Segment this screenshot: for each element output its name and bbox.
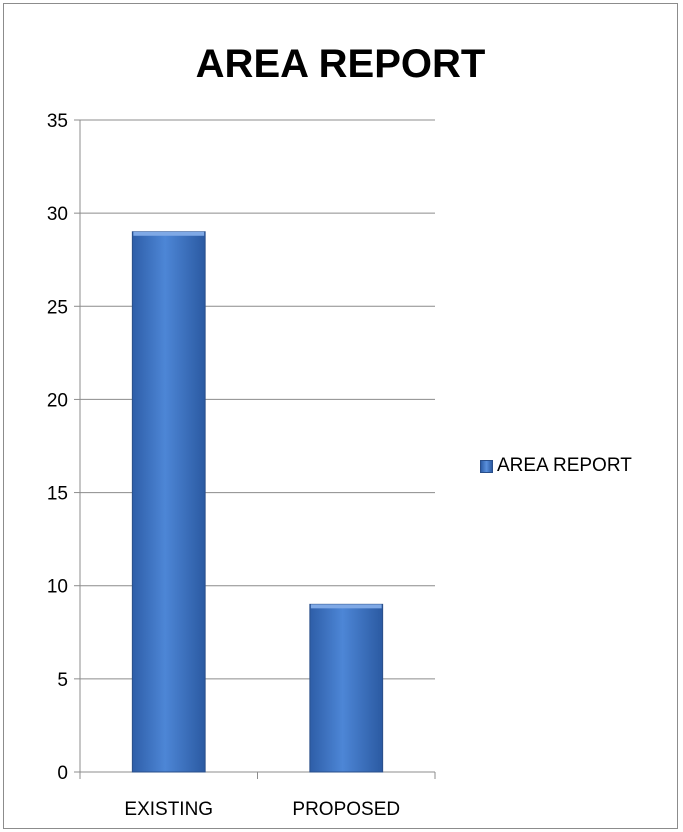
legend-swatch: [480, 459, 493, 473]
bar-top-highlight-existing: [133, 231, 205, 236]
bar-existing: [131, 231, 206, 773]
y-tick-label-30: 30: [47, 204, 68, 225]
tick-labels: 0 5 10 15 20 25 30 35 EXISTING PROPOSED: [47, 111, 400, 820]
legend: AREA REPORT: [480, 455, 632, 477]
x-tick-label-existing: EXISTING: [124, 799, 213, 820]
y-tick-label-15: 15: [47, 484, 68, 505]
y-tick-label-0: 0: [57, 763, 68, 784]
y-tick-label-5: 5: [57, 670, 68, 691]
bars: [131, 231, 384, 773]
y-tick-label-35: 35: [47, 111, 68, 132]
y-tick-label-10: 10: [47, 577, 68, 598]
y-tick-label-20: 20: [47, 390, 68, 411]
bar-proposed: [309, 603, 384, 773]
x-tick-label-proposed: PROPOSED: [292, 799, 400, 820]
legend-label: AREA REPORT: [497, 455, 632, 476]
chart-title: AREA REPORT: [195, 42, 486, 86]
y-tick-label-25: 25: [47, 297, 68, 318]
bar-top-highlight-proposed: [310, 604, 382, 609]
